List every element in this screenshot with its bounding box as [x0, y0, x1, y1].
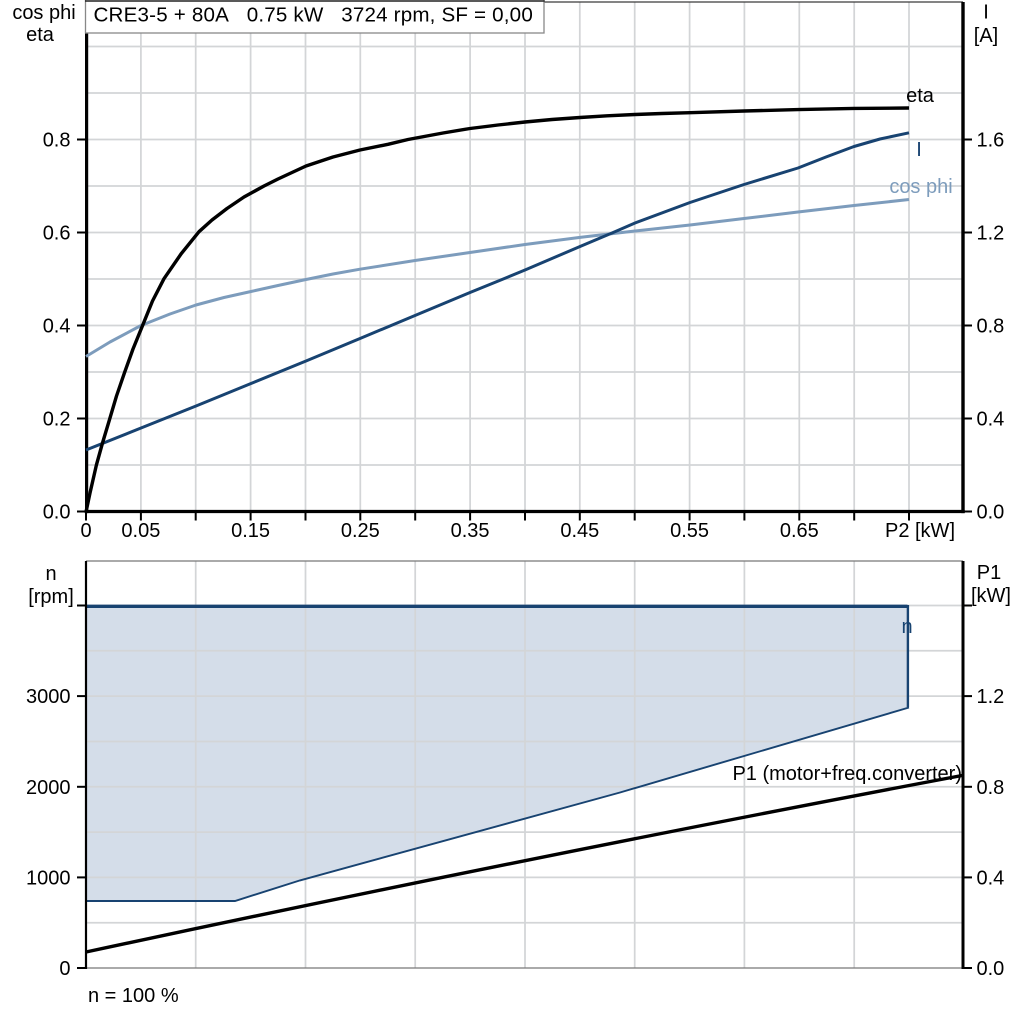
svg-text:[kW]: [kW] — [971, 585, 1011, 607]
svg-text:n = 100 %: n = 100 % — [88, 985, 179, 1007]
svg-text:0: 0 — [59, 958, 70, 980]
svg-text:eta: eta — [906, 85, 935, 107]
svg-text:0.45: 0.45 — [560, 520, 599, 542]
svg-text:P2 [kW]: P2 [kW] — [885, 520, 955, 542]
svg-text:2000: 2000 — [26, 777, 71, 799]
svg-text:0.0: 0.0 — [977, 502, 1005, 524]
svg-text:1.2: 1.2 — [977, 686, 1005, 708]
svg-text:0.0: 0.0 — [43, 502, 71, 524]
svg-text:1000: 1000 — [26, 867, 71, 889]
svg-text:cos phi: cos phi — [12, 2, 75, 24]
svg-text:0.35: 0.35 — [451, 520, 490, 542]
svg-text:I: I — [916, 139, 922, 161]
svg-text:[rpm]: [rpm] — [28, 586, 74, 608]
svg-text:1.6: 1.6 — [977, 130, 1005, 152]
svg-text:0.4: 0.4 — [43, 316, 71, 338]
svg-text:P1: P1 — [977, 562, 1001, 584]
svg-text:0.4: 0.4 — [977, 409, 1005, 431]
svg-text:0.8: 0.8 — [43, 130, 71, 152]
svg-text:0.6: 0.6 — [43, 223, 71, 245]
svg-text:0.0: 0.0 — [977, 958, 1005, 980]
svg-text:1.2: 1.2 — [977, 223, 1005, 245]
svg-text:P1 (motor+freq.converter): P1 (motor+freq.converter) — [732, 763, 962, 785]
svg-text:0.15: 0.15 — [231, 520, 270, 542]
svg-text:0.8: 0.8 — [977, 316, 1005, 338]
svg-text:n: n — [45, 563, 56, 585]
svg-text:0.65: 0.65 — [780, 520, 819, 542]
svg-text:I: I — [983, 2, 989, 24]
svg-text:0.25: 0.25 — [341, 520, 380, 542]
svg-text:0.8: 0.8 — [977, 777, 1005, 799]
svg-text:n: n — [901, 616, 912, 638]
svg-text:0.4: 0.4 — [977, 867, 1005, 889]
svg-text:cos phi: cos phi — [889, 176, 952, 198]
svg-text:0.55: 0.55 — [670, 520, 709, 542]
svg-text:eta: eta — [26, 24, 55, 46]
svg-text:0: 0 — [80, 520, 91, 542]
svg-text:CRE3-5 + 80A 0.75 kW 3724: CRE3-5 + 80A 0.75 kW 3724 rpm, SF = 0,00 — [94, 4, 533, 27]
svg-text:3000: 3000 — [26, 686, 71, 708]
svg-text:0.2: 0.2 — [43, 409, 71, 431]
svg-text:0.05: 0.05 — [121, 520, 160, 542]
svg-text:[A]: [A] — [974, 25, 998, 47]
